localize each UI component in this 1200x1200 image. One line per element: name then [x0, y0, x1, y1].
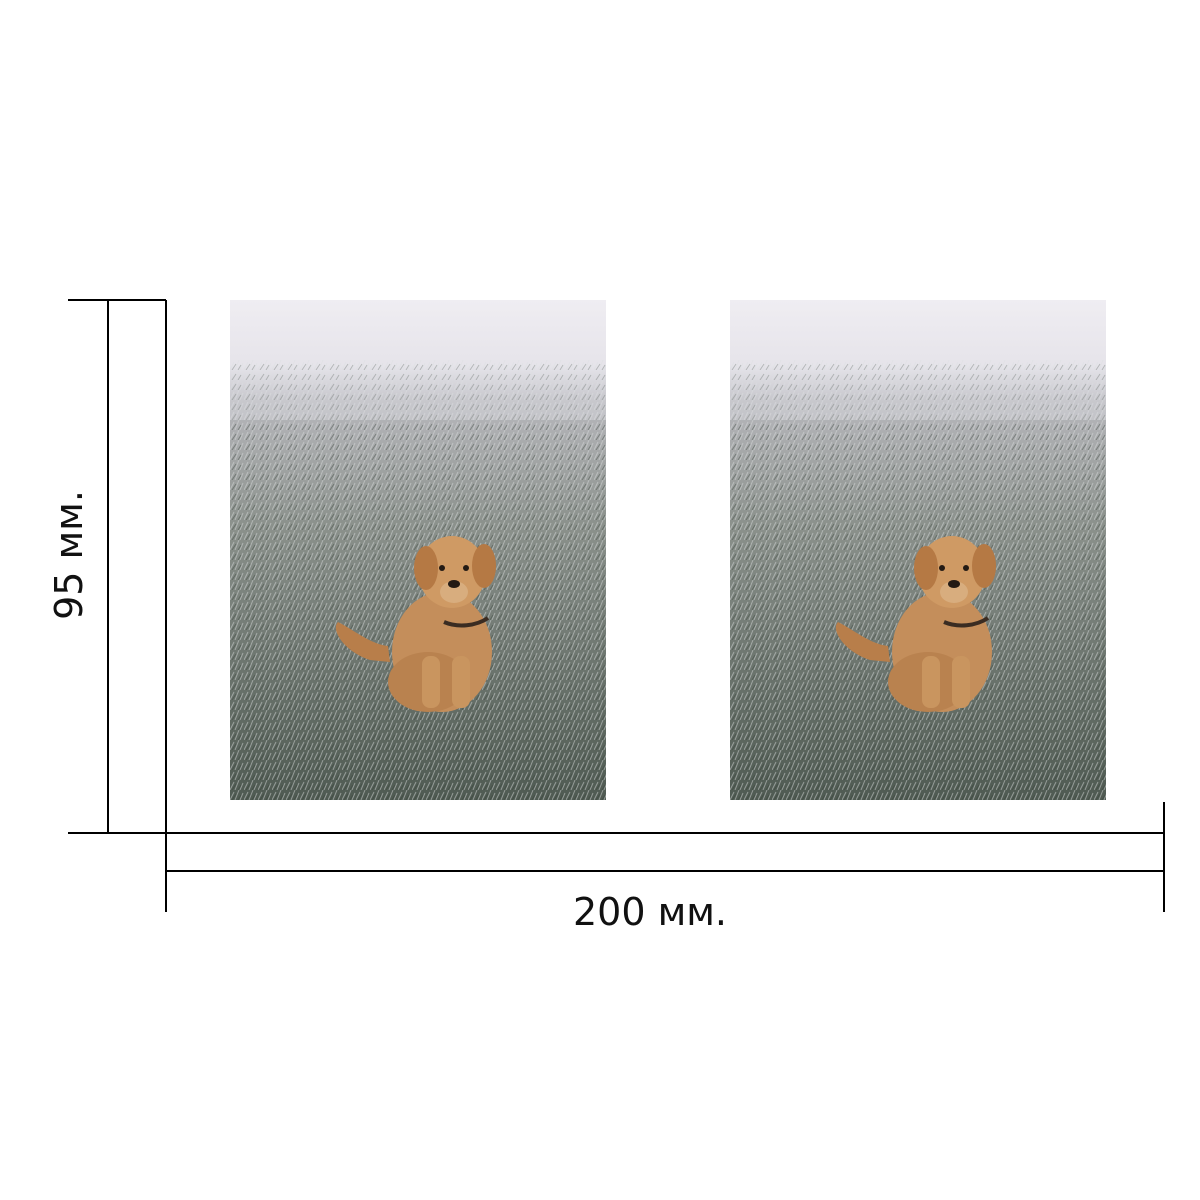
- height-dimension-label: 95 мм.: [47, 490, 91, 620]
- dog-photo-left: [230, 300, 606, 800]
- dog-figure-left: [335, 536, 496, 712]
- width-dimension-label: 200 мм.: [572, 890, 728, 934]
- dog-figure-right: [835, 536, 996, 712]
- dog-photo-right: [730, 300, 1106, 800]
